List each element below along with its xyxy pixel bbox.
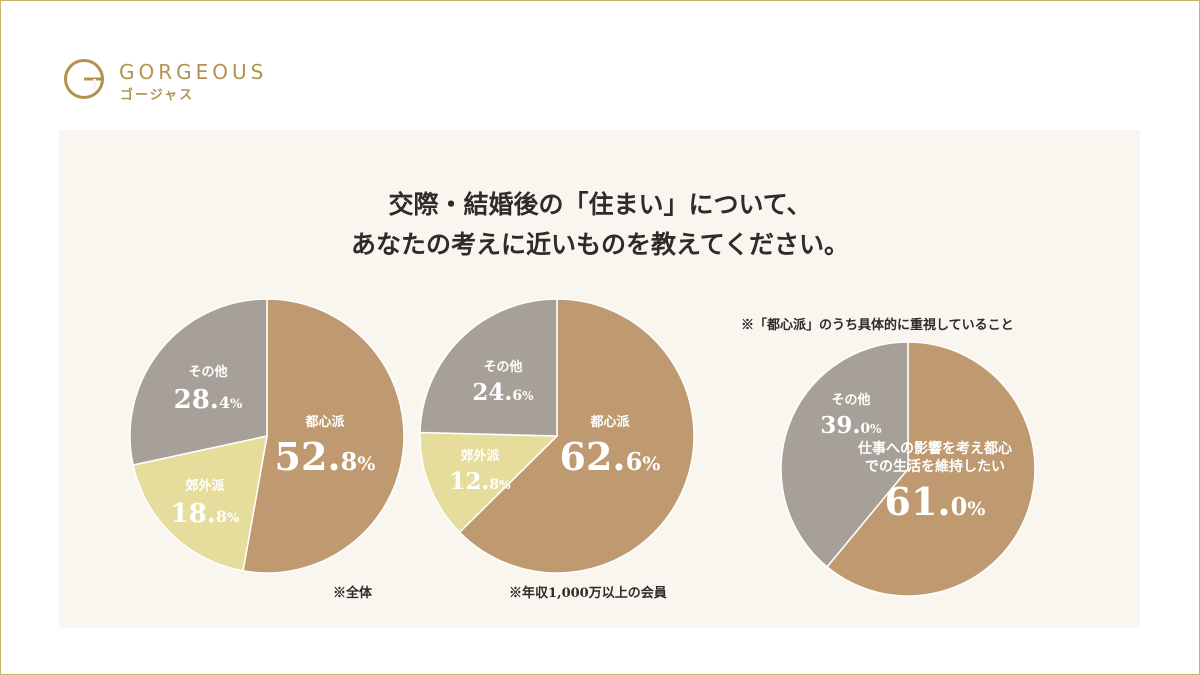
slice-label-text: 仕事への影響を考え都心 [857,440,1012,457]
pie-chart-1: 都心派 52.8% 郊外派 18.8% その他 28.4% [129,298,405,574]
pie-slice-other [419,298,558,437]
chart2-caption: ※年収1,000万以上の会員 [509,586,667,601]
slice-value: 52.8% [275,434,376,479]
pie-slice-suburban [132,435,268,572]
slice-label-text: その他 [188,364,227,380]
slice-value: 18.8% [171,499,240,529]
brand-name: GORGEOUS [119,60,268,84]
pie-slice-urban [458,298,695,574]
pie-chart-2: 都心派 62.6% 郊外派 12.8% その他 24.6% [419,298,695,574]
logo-g-icon [64,59,104,99]
brand-kana: ゴージャス [120,88,195,103]
slice-value: 61.0% [885,479,986,524]
slice-label-text: 郊外派 [185,478,225,494]
slice-label-urban: 都心派 62.6% [560,414,661,479]
slice-label-text: 郊外派 [460,448,500,464]
pie-slice-other [129,298,268,466]
slice-label-other: その他 24.6% [472,359,534,406]
slice-value: 62.6% [560,434,661,479]
slice-label-other: その他 28.4% [174,364,243,415]
slice-value: 24.6% [472,379,534,406]
question-title-line2: あなたの考えに近いものを教えてください。 [350,230,849,259]
slice-value: 12.8% [449,468,511,495]
question-title-line1: 交際・結婚後の「住まい」について、 [388,190,812,219]
slice-value: 28.4% [174,385,243,415]
slice-label-other: その他 39.0% [820,392,882,439]
chart3-header-note: ※「都心派」のうち具体的に重視していること [741,318,1014,333]
slice-value: 39.0% [820,412,882,439]
slice-label-text: での生活を維持したい [865,458,1005,475]
pie-slice-suburban [419,431,559,534]
slice-label-suburban: 郊外派 12.8% [449,448,511,495]
slice-label-suburban: 郊外派 18.8% [171,478,240,529]
slice-label-text: 都心派 [589,414,630,430]
chart1-caption: ※全体 [333,586,373,601]
pie-slice-other [780,341,909,568]
slice-label-urban: 都心派 52.8% [275,414,376,479]
slice-label-text: その他 [831,392,870,408]
slice-label-text: 都心派 [304,414,345,430]
pie-slice-priority [825,341,1036,597]
pie-slice-urban [242,298,405,574]
slice-label-text: その他 [483,359,522,375]
